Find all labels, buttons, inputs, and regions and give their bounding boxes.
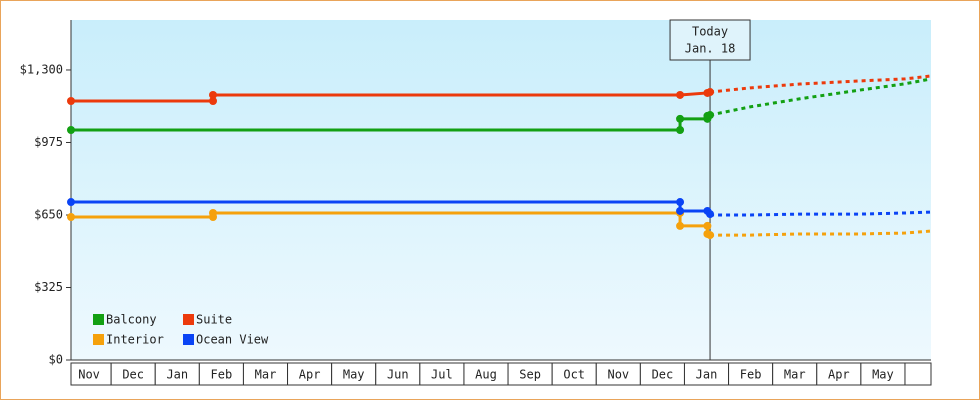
point — [67, 125, 75, 134]
point — [706, 231, 715, 240]
legend-swatch — [183, 334, 194, 345]
point — [676, 125, 685, 134]
x-tick-label: Feb — [740, 368, 762, 382]
legend-label: Balcony — [106, 313, 157, 327]
point — [209, 208, 218, 217]
forecast-line — [710, 229, 932, 237]
legend-swatch — [93, 314, 104, 325]
y-tick-label: $1,300 — [20, 62, 63, 76]
y-tick-label: $325 — [34, 280, 63, 294]
point — [676, 114, 685, 123]
point — [67, 212, 75, 221]
x-tick-label: Nov — [607, 368, 629, 382]
x-tick-label: Mar — [784, 368, 806, 382]
point — [706, 88, 715, 97]
y-tick-label: $650 — [34, 207, 63, 221]
legend-label: Suite — [196, 313, 232, 327]
x-tick-label: Jan — [166, 368, 188, 382]
x-tick-label: Jul — [431, 368, 453, 382]
x-tick-label: Dec — [122, 368, 144, 382]
x-tick-label: Oct — [563, 368, 585, 382]
point — [706, 210, 715, 219]
x-tick-label: Nov — [78, 368, 100, 382]
point — [676, 221, 685, 230]
point — [209, 90, 218, 99]
x-tick-label: Aug — [475, 368, 497, 382]
y-tick-label: $0 — [49, 353, 63, 367]
point — [676, 198, 685, 207]
x-tick-label: May — [343, 368, 365, 382]
legend-label: Interior — [106, 333, 164, 347]
x-tick-label: Feb — [211, 368, 233, 382]
forecast-line — [710, 210, 932, 217]
y-tick-label: $975 — [34, 135, 63, 149]
legend-swatch — [93, 334, 104, 345]
plot-area — [71, 20, 931, 360]
point — [676, 90, 685, 99]
legend-swatch — [183, 314, 194, 325]
today-label: Today — [692, 25, 728, 39]
point — [209, 96, 218, 105]
x-tick-label: Dec — [652, 368, 674, 382]
today-label: Jan. 18 — [685, 42, 736, 56]
point — [676, 206, 685, 215]
x-tick-label: Sep — [519, 368, 541, 382]
x-tick-label: Jan — [696, 368, 718, 382]
forecast-line — [709, 74, 932, 94]
x-tick-label: Mar — [255, 368, 277, 382]
point — [67, 198, 75, 207]
x-tick-label: Apr — [299, 368, 321, 382]
point — [67, 96, 75, 105]
point — [706, 111, 715, 120]
forecast-line — [709, 77, 932, 117]
x-tick-label: Apr — [828, 368, 850, 382]
x-tick-label: Jun — [387, 368, 409, 382]
x-tick-label: May — [872, 368, 894, 382]
today-box — [669, 19, 751, 61]
legend-label: Ocean View — [196, 333, 269, 347]
month-box — [904, 362, 932, 386]
point — [703, 221, 712, 230]
